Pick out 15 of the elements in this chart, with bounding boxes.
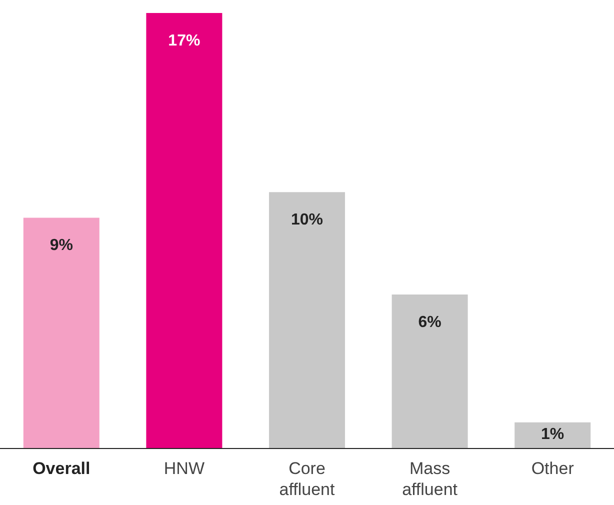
bar	[514, 422, 591, 448]
x-tick-label: Mass affluent	[402, 459, 458, 499]
data-label: 17%	[168, 32, 200, 50]
bar	[23, 218, 100, 448]
data-label: 1%	[541, 426, 564, 444]
x-tick-label: Core affluent	[279, 459, 335, 499]
data-label: 10%	[290, 212, 324, 229]
data-label: 6%	[418, 314, 442, 331]
x-tick-label: HNW	[164, 459, 205, 478]
data-label: 9%	[50, 237, 73, 254]
x-tick-label: Other	[531, 459, 574, 478]
bar	[392, 294, 468, 448]
bar	[269, 192, 345, 448]
x-tick-label: Overall	[32, 459, 90, 478]
bar	[146, 13, 222, 448]
